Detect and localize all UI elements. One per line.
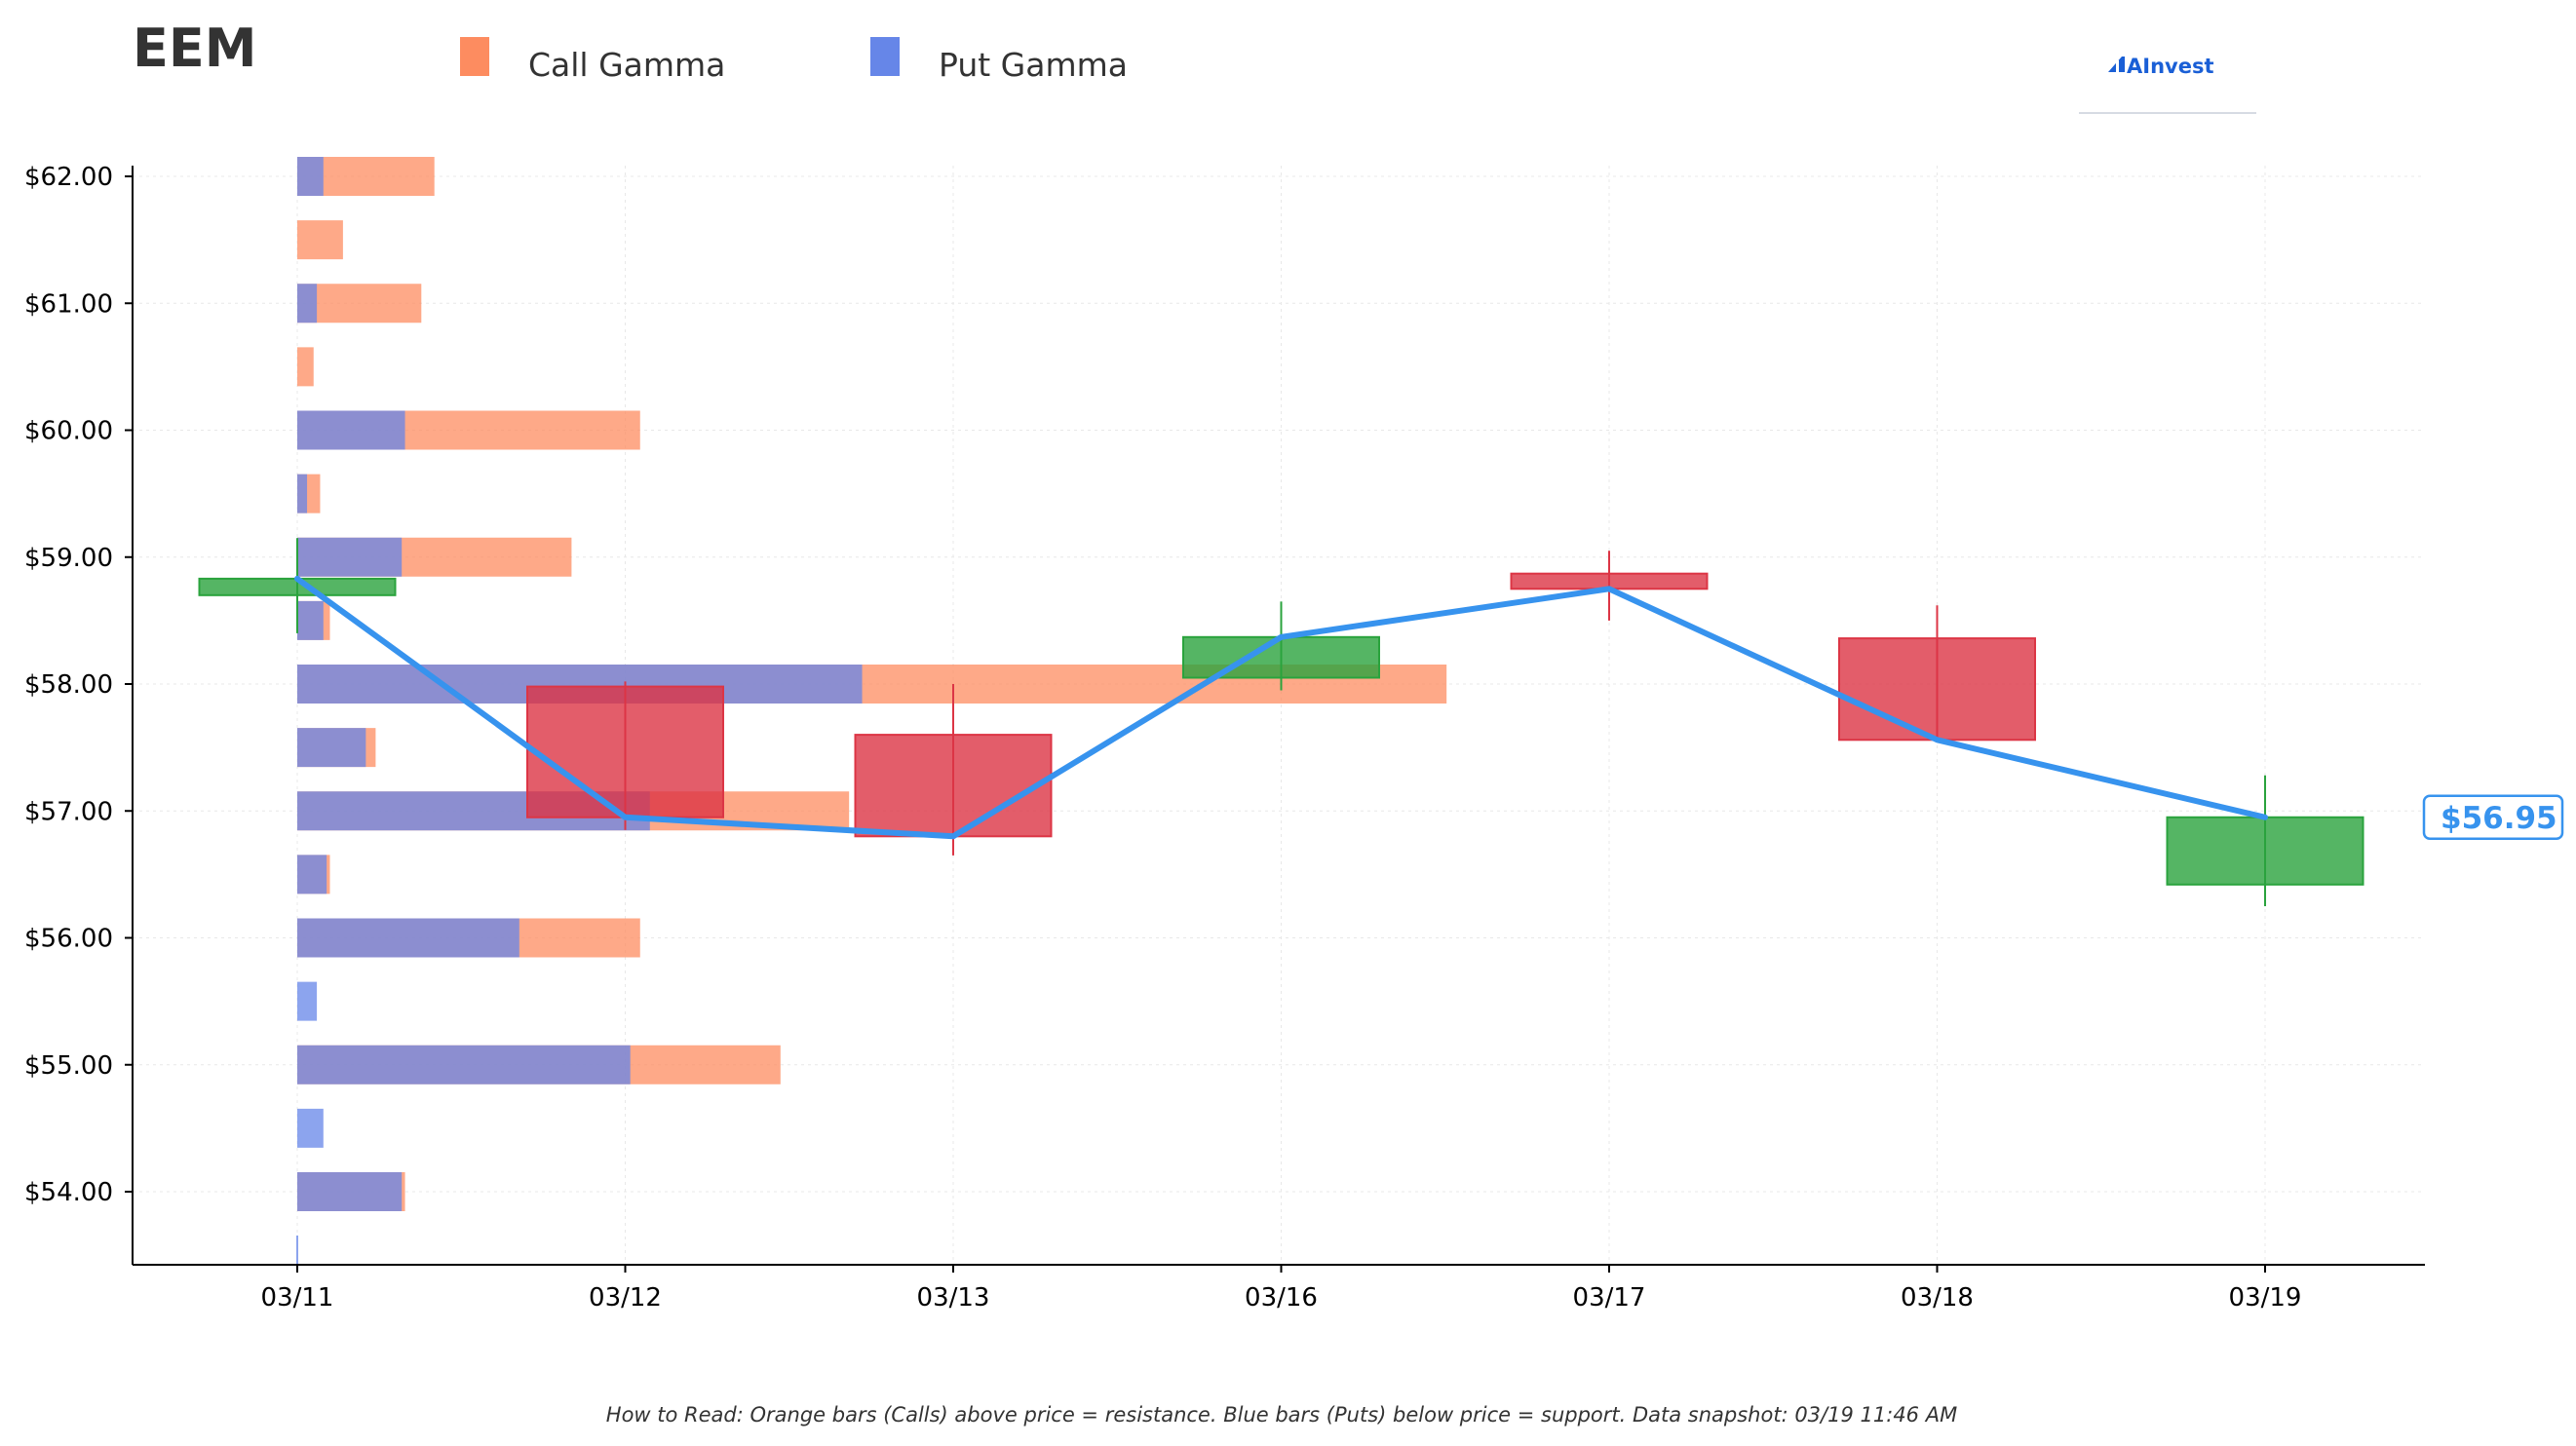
logo-text: AInvest	[2127, 55, 2214, 78]
x-tick-label: 03/11	[261, 1283, 334, 1313]
put-gamma-legend-swatch	[870, 37, 900, 76]
logo-chart-icon	[2108, 57, 2125, 72]
call-gamma-legend-swatch	[460, 37, 489, 76]
call-gamma-bar	[297, 284, 422, 323]
put-gamma-bar	[297, 537, 403, 577]
put-gamma-bar	[297, 1172, 403, 1211]
y-tick-label: $56.00	[24, 925, 113, 954]
x-tick-label: 03/19	[2229, 1283, 2302, 1313]
put-gamma-bar	[297, 1045, 631, 1084]
y-tick-label: $59.00	[24, 544, 113, 573]
current-price-tag: $56.95	[2422, 794, 2564, 841]
x-tick-label: 03/13	[917, 1283, 990, 1313]
x-tick-label: 03/18	[1901, 1283, 1974, 1313]
price-tag-box	[2422, 794, 2564, 841]
axes: $54.00 $55.00 $56.00 $57.00 $58.00 $59.00 $60.…	[24, 163, 2425, 1313]
x-tick-label: 03/12	[589, 1283, 662, 1313]
y-tick-label: $55.00	[24, 1051, 113, 1081]
call-gamma-legend-label: Call Gamma	[528, 46, 725, 84]
y-tick-label: $57.00	[24, 797, 113, 826]
x-tick-label: 03/17	[1573, 1283, 1646, 1313]
put-gamma-bar	[297, 918, 519, 958]
ainvest-logo[interactable]: AInvest	[2079, 55, 2256, 114]
put-gamma-legend-label: Put Gamma	[939, 46, 1128, 84]
close-price-line	[294, 575, 2268, 840]
grid-lines	[133, 166, 2425, 1265]
candle-body	[526, 685, 724, 818]
y-tick-label: $61.00	[24, 289, 113, 319]
y-tick-label: $54.00	[24, 1178, 113, 1207]
candlesticks	[198, 538, 2365, 906]
close-price-polyline	[294, 575, 2268, 840]
put-gamma-bar	[297, 728, 366, 768]
put-gamma-bar	[297, 157, 324, 196]
how-to-read-footnote: How to Read: Orange bars (Calls) above p…	[606, 1403, 1957, 1427]
put-gamma-bar	[297, 1108, 324, 1148]
call-gamma-bar	[297, 220, 343, 260]
x-tick-label: 03/16	[1245, 1283, 1318, 1313]
put-gamma-bar	[297, 474, 308, 514]
call-gamma-bar	[297, 347, 314, 387]
put-gamma-bar	[297, 284, 318, 323]
put-gamma-bar	[297, 410, 405, 450]
put-gamma-bar	[297, 855, 327, 894]
y-tick-label: $58.00	[24, 670, 113, 700]
y-tick-label: $60.00	[24, 417, 113, 446]
put-gamma-bar	[297, 600, 324, 640]
put-gamma-bar	[297, 981, 318, 1021]
candle-body	[1838, 637, 2036, 742]
y-tick-label: $62.00	[24, 163, 113, 192]
candle-body	[1182, 635, 1380, 679]
price-tag-label: $56.95	[2441, 801, 2557, 836]
candle-body	[2166, 816, 2365, 886]
gamma-bars	[296, 157, 1447, 1267]
candle-body	[854, 734, 1053, 838]
ticker-title: EEM	[133, 18, 257, 79]
